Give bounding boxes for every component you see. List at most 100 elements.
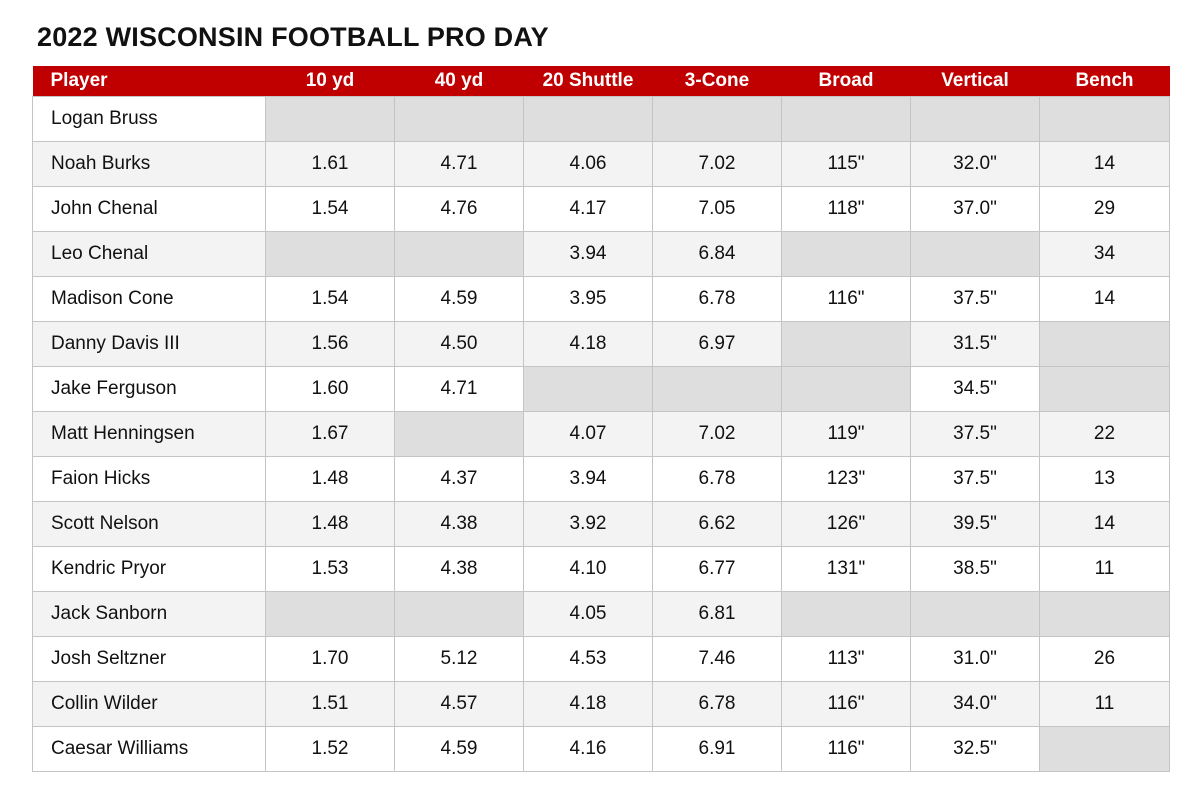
vertical-cell: 37.0" bbox=[910, 186, 1040, 232]
broad-cell bbox=[781, 96, 911, 142]
player-name-cell: Leo Chenal bbox=[32, 231, 266, 277]
three-cone-cell: 6.78 bbox=[652, 456, 782, 502]
broad-cell: 116" bbox=[781, 681, 911, 727]
ten-yd-cell bbox=[265, 96, 395, 142]
player-name-cell: Noah Burks bbox=[32, 141, 266, 187]
table-row: Jack Sanborn 4.05 6.81 bbox=[32, 591, 1170, 637]
broad-cell: 113" bbox=[781, 636, 911, 682]
bench-cell: 14 bbox=[1039, 501, 1170, 547]
three-cone-cell: 7.46 bbox=[652, 636, 782, 682]
three-cone-cell: 6.78 bbox=[652, 276, 782, 322]
three-cone-cell: 6.78 bbox=[652, 681, 782, 727]
three-cone-cell: 7.02 bbox=[652, 141, 782, 187]
shuttle-cell: 4.18 bbox=[523, 321, 653, 367]
table-row: Noah Burks 1.61 4.71 4.06 7.02 115" 32.0" 14 bbox=[32, 141, 1170, 187]
table-row: Scott Nelson 1.48 4.38 3.92 6.62 126" 39.5" 14 bbox=[32, 501, 1170, 547]
shuttle-cell: 4.16 bbox=[523, 726, 653, 772]
three-cone-cell: 6.97 bbox=[652, 321, 782, 367]
ten-yd-cell bbox=[265, 231, 395, 277]
vertical-cell: 32.0" bbox=[910, 141, 1040, 187]
vertical-cell: 39.5" bbox=[910, 501, 1040, 547]
player-name-cell: Matt Henningsen bbox=[32, 411, 266, 457]
vertical-cell: 32.5" bbox=[910, 726, 1040, 772]
player-name-cell: Kendric Pryor bbox=[32, 546, 266, 592]
three-cone-cell: 6.91 bbox=[652, 726, 782, 772]
three-cone-cell: 7.02 bbox=[652, 411, 782, 457]
bench-cell: 34 bbox=[1039, 231, 1170, 277]
ten-yd-cell: 1.51 bbox=[265, 681, 395, 727]
player-name-cell: Scott Nelson bbox=[32, 501, 266, 547]
shuttle-cell: 4.05 bbox=[523, 591, 653, 637]
broad-cell: 116" bbox=[781, 726, 911, 772]
broad-cell: 131" bbox=[781, 546, 911, 592]
forty-yd-cell bbox=[394, 591, 524, 637]
forty-yd-cell: 4.59 bbox=[394, 726, 524, 772]
player-name-cell: Caesar Williams bbox=[32, 726, 266, 772]
bench-cell: 13 bbox=[1039, 456, 1170, 502]
table-body: Logan Bruss Noah Burks 1.61 4.71 4.06 7.02 115… bbox=[32, 96, 1170, 772]
vertical-cell: 37.5" bbox=[910, 411, 1040, 457]
broad-cell bbox=[781, 591, 911, 637]
table-row: Danny Davis III 1.56 4.50 4.18 6.97 31.5" bbox=[32, 321, 1170, 367]
vertical-cell: 31.0" bbox=[910, 636, 1040, 682]
ten-yd-cell: 1.70 bbox=[265, 636, 395, 682]
column-header-3-cone: 3-Cone bbox=[652, 66, 782, 97]
table-row: Logan Bruss bbox=[32, 96, 1170, 142]
column-header-10yd: 10 yd bbox=[265, 66, 395, 97]
player-name-cell: Faion Hicks bbox=[32, 456, 266, 502]
player-name-cell: Jake Ferguson bbox=[32, 366, 266, 412]
three-cone-cell bbox=[652, 366, 782, 412]
bench-cell: 29 bbox=[1039, 186, 1170, 232]
bench-cell bbox=[1039, 321, 1170, 367]
bench-cell bbox=[1039, 591, 1170, 637]
shuttle-cell bbox=[523, 366, 653, 412]
forty-yd-cell bbox=[394, 411, 524, 457]
shuttle-cell: 4.06 bbox=[523, 141, 653, 187]
bench-cell: 22 bbox=[1039, 411, 1170, 457]
ten-yd-cell: 1.48 bbox=[265, 456, 395, 502]
column-header-player: Player bbox=[32, 66, 266, 97]
shuttle-cell: 3.92 bbox=[523, 501, 653, 547]
ten-yd-cell: 1.52 bbox=[265, 726, 395, 772]
vertical-cell: 38.5" bbox=[910, 546, 1040, 592]
player-name-cell: Madison Cone bbox=[32, 276, 266, 322]
table-row: Madison Cone 1.54 4.59 3.95 6.78 116" 37.5" 14 bbox=[32, 276, 1170, 322]
forty-yd-cell: 4.59 bbox=[394, 276, 524, 322]
ten-yd-cell: 1.56 bbox=[265, 321, 395, 367]
player-name-cell: Collin Wilder bbox=[32, 681, 266, 727]
vertical-cell bbox=[910, 96, 1040, 142]
ten-yd-cell: 1.54 bbox=[265, 186, 395, 232]
three-cone-cell: 6.62 bbox=[652, 501, 782, 547]
bench-cell: 14 bbox=[1039, 141, 1170, 187]
broad-cell: 119" bbox=[781, 411, 911, 457]
table-row: Faion Hicks 1.48 4.37 3.94 6.78 123" 37.5" 13 bbox=[32, 456, 1170, 502]
vertical-cell bbox=[910, 591, 1040, 637]
forty-yd-cell: 4.71 bbox=[394, 366, 524, 412]
shuttle-cell: 4.18 bbox=[523, 681, 653, 727]
shuttle-cell: 3.94 bbox=[523, 231, 653, 277]
three-cone-cell: 6.84 bbox=[652, 231, 782, 277]
shuttle-cell: 4.17 bbox=[523, 186, 653, 232]
three-cone-cell: 7.05 bbox=[652, 186, 782, 232]
forty-yd-cell: 4.38 bbox=[394, 501, 524, 547]
forty-yd-cell: 4.37 bbox=[394, 456, 524, 502]
ten-yd-cell: 1.54 bbox=[265, 276, 395, 322]
shuttle-cell: 4.53 bbox=[523, 636, 653, 682]
ten-yd-cell: 1.67 bbox=[265, 411, 395, 457]
forty-yd-cell: 4.50 bbox=[394, 321, 524, 367]
table-row: Leo Chenal 3.94 6.84 34 bbox=[32, 231, 1170, 277]
table-header-row: Player 10 yd 40 yd 20 Shuttle 3-Cone Bro… bbox=[32, 66, 1170, 97]
forty-yd-cell: 4.38 bbox=[394, 546, 524, 592]
page-title: 2022 WISCONSIN FOOTBALL PRO DAY bbox=[37, 22, 549, 52]
ten-yd-cell: 1.48 bbox=[265, 501, 395, 547]
shuttle-cell: 3.94 bbox=[523, 456, 653, 502]
vertical-cell: 34.0" bbox=[910, 681, 1040, 727]
forty-yd-cell bbox=[394, 96, 524, 142]
broad-cell: 116" bbox=[781, 276, 911, 322]
broad-cell: 123" bbox=[781, 456, 911, 502]
column-header-bench: Bench bbox=[1039, 66, 1170, 97]
three-cone-cell: 6.77 bbox=[652, 546, 782, 592]
table-row: Jake Ferguson 1.60 4.71 34.5" bbox=[32, 366, 1170, 412]
ten-yd-cell: 1.61 bbox=[265, 141, 395, 187]
shuttle-cell bbox=[523, 96, 653, 142]
